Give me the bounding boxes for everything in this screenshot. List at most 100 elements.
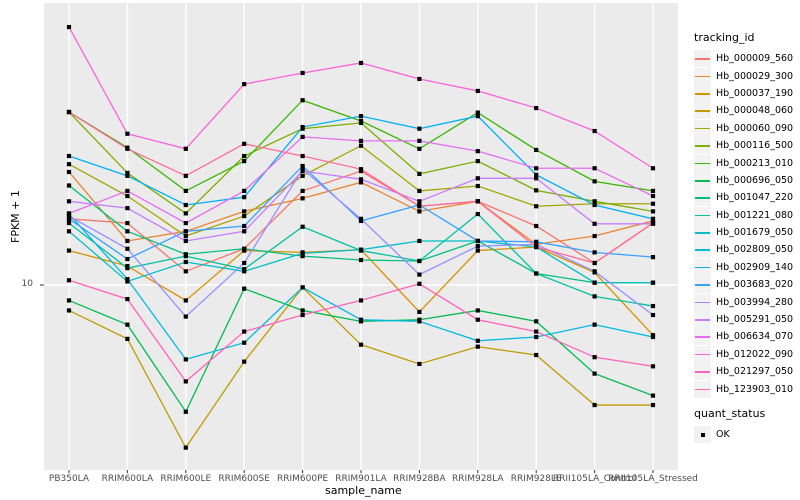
data-point: [592, 355, 597, 360]
data-point: [242, 82, 247, 87]
data-point: [183, 445, 188, 450]
legend-entry-label: Hb_000060_090: [716, 122, 794, 134]
x-tick-label: RRIM600PE: [276, 474, 329, 484]
data-point: [650, 218, 656, 224]
data-point: [592, 128, 597, 134]
data-point: [300, 188, 305, 194]
data-point: [125, 146, 130, 151]
data-point: [242, 213, 247, 219]
legend-entry-quant-ok: OK: [694, 426, 800, 443]
legend-entry: Hb_021297_050: [694, 363, 800, 381]
legend-entry-label: Hb_000048_060: [716, 105, 794, 117]
data-point: [66, 220, 72, 226]
data-point: [183, 173, 188, 178]
data-point: [534, 244, 539, 250]
legend-entry: Hb_000029_300: [694, 67, 800, 85]
data-point: [125, 322, 130, 327]
data-point: [125, 336, 130, 341]
data-point: [475, 238, 480, 244]
data-point: [183, 269, 188, 274]
data-point: [66, 308, 72, 313]
data-point: [475, 159, 480, 164]
legend-entry-label: Hb_006634_070: [716, 331, 794, 343]
legend-entry: Hb_000213_010: [694, 154, 800, 172]
data-point: [242, 195, 247, 200]
data-point: [300, 70, 305, 76]
data-point: [417, 126, 422, 131]
legend-entry: Hb_001221_080: [694, 206, 800, 224]
data-point: [534, 166, 539, 171]
data-point: [66, 109, 72, 115]
data-point: [358, 317, 364, 322]
data-point: [358, 298, 364, 303]
data-point: [183, 254, 188, 259]
x-tick-label: RRII105LA_Stressed: [608, 474, 698, 484]
data-point: [534, 329, 539, 334]
data-point: [650, 209, 656, 214]
data-point: [125, 296, 130, 302]
data-point: [417, 188, 422, 194]
legend-entry-label: Hb_002909_140: [716, 261, 794, 273]
legend-key-line-icon: [694, 50, 711, 68]
data-point: [650, 166, 656, 171]
x-tick-label: PB350LA: [48, 474, 90, 484]
data-point: [650, 280, 656, 285]
legend-key-line-icon: [694, 328, 711, 346]
y-axis-title: FPKM + 1: [9, 190, 22, 243]
data-point: [183, 220, 188, 226]
data-point: [475, 308, 480, 313]
data-point: [534, 172, 539, 177]
legend-entry-label: Hb_001679_050: [716, 227, 794, 239]
data-point: [66, 153, 72, 159]
legend-entry: Hb_000048_060: [694, 102, 800, 120]
legend-key-line-icon: [694, 119, 711, 137]
data-point: [417, 309, 422, 315]
legend-entries: Hb_000009_560 Hb_000029_300 Hb_000037_190 H…: [694, 50, 800, 398]
data-point: [66, 24, 72, 30]
data-point: [592, 371, 597, 376]
data-point: [417, 361, 422, 367]
data-point: [475, 248, 480, 253]
data-point: [358, 138, 364, 143]
legend-title-tracking-id: tracking_id: [694, 31, 755, 44]
legend-entry-label: Hb_000116_500: [716, 140, 794, 152]
legend-entry: Hb_123903_010: [694, 380, 800, 398]
data-point: [534, 204, 539, 209]
legend-key-line-icon: [694, 276, 711, 294]
data-point: [66, 229, 72, 234]
data-point: [358, 177, 364, 182]
legend-entry: Hb_001047_220: [694, 189, 800, 207]
data-point: [125, 279, 130, 284]
data-point: [242, 159, 247, 164]
legend-entry: Hb_000037_190: [694, 84, 800, 102]
legend-key-line-icon: [694, 206, 711, 224]
data-point: [592, 269, 597, 274]
data-point: [534, 147, 539, 153]
data-point: [358, 257, 364, 263]
data-point: [650, 216, 656, 221]
legend-key-line-icon: [694, 258, 711, 276]
data-point: [417, 146, 422, 151]
legend-key-line-icon: [694, 84, 711, 102]
data-point: [242, 359, 247, 364]
data-point: [242, 153, 247, 159]
legend-entry-label: Hb_002809_050: [716, 244, 794, 256]
data-point: [300, 153, 305, 159]
data-point: [242, 209, 247, 214]
data-point: [183, 188, 188, 194]
data-point: [650, 402, 656, 408]
legend-entry-label: Hb_001221_080: [716, 209, 794, 221]
data-point: [358, 342, 364, 347]
data-point: [66, 162, 72, 167]
x-tick-label: RRIM600LA: [101, 474, 154, 484]
legend-entry-label: Hb_003683_020: [716, 279, 794, 291]
data-point: [592, 402, 597, 408]
data-point: [534, 188, 539, 193]
data-point: [358, 60, 364, 66]
data-point: [650, 220, 656, 226]
data-point: [650, 334, 656, 340]
x-axis-title: sample_name: [325, 484, 402, 497]
y-axis-tick-label: 10: [21, 279, 33, 289]
data-point: [66, 248, 72, 253]
